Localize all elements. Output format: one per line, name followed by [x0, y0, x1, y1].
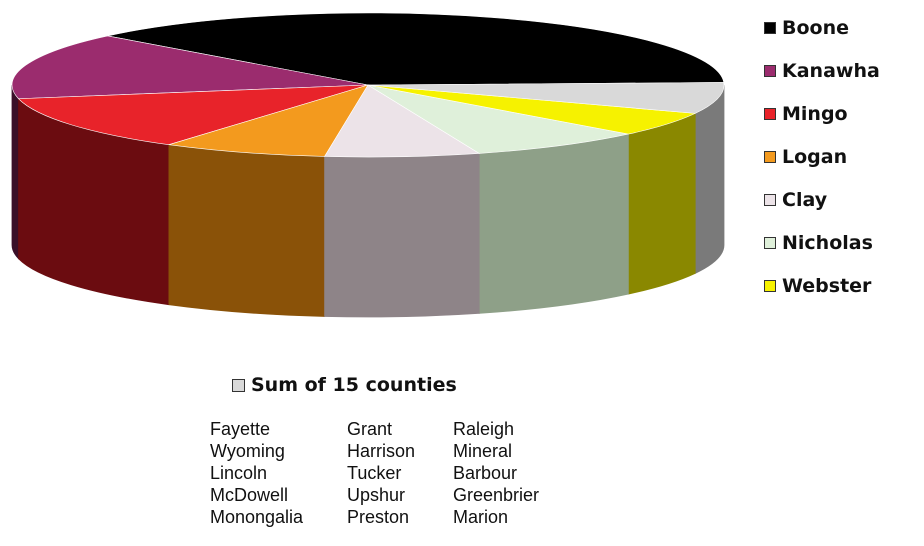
legend-item-clay: Clay	[764, 178, 880, 221]
county-name: Mineral	[453, 441, 513, 461]
pie-side-kanawha	[11, 84, 19, 260]
county-column-3: Raleigh Mineral Barbour Greenbrier Mario…	[453, 418, 539, 528]
legend-swatch-mingo	[764, 107, 776, 120]
legend: Boone Kanawha Mingo Logan Clay Nicholas …	[764, 6, 880, 307]
legend-item-boone: Boone	[764, 6, 880, 49]
county-name: Barbour	[453, 463, 518, 483]
county-name: Preston	[347, 507, 410, 527]
county-name: Wyoming	[210, 441, 285, 461]
legend-swatch-webster	[764, 279, 776, 292]
legend-label: Clay	[782, 188, 828, 211]
sum-legend-label: Sum of 15 counties	[251, 374, 457, 396]
legend-item-webster: Webster	[764, 264, 880, 307]
pie-slice-logan	[168, 84, 369, 157]
legend-label: Kanawha	[782, 59, 880, 82]
legend-label: Boone	[782, 16, 850, 39]
legend-item-logan: Logan	[764, 135, 880, 178]
legend-item-kanawha: Kanawha	[764, 49, 880, 92]
pie-side-clay	[324, 152, 480, 318]
pie-slice-clay	[324, 84, 481, 158]
pie-side-logan	[168, 144, 326, 317]
legend-swatch-kanawha	[764, 64, 776, 77]
pie-side-sum-of-15-counties	[694, 84, 725, 274]
county-name: Raleigh	[453, 419, 515, 439]
county-name: Harrison	[347, 441, 416, 461]
pie-slice-kanawha	[11, 35, 369, 100]
legend-swatch-nicholas	[764, 236, 776, 249]
sum-legend-swatch	[232, 378, 245, 392]
sum-legend-heading: Sum of 15 counties	[232, 374, 457, 396]
pie-slice-mingo	[17, 84, 369, 145]
legend-label: Mingo	[782, 102, 848, 125]
county-column-1: Fayette Wyoming Lincoln McDowell Mononga…	[210, 418, 303, 528]
county-name: Tucker	[347, 463, 402, 483]
pie-side-nicholas	[478, 133, 629, 314]
legend-swatch-clay	[764, 193, 776, 206]
county-name: Marion	[453, 507, 509, 527]
legend-swatch-boone	[764, 21, 776, 34]
county-name: Grant	[347, 419, 393, 439]
county-name: Greenbrier	[453, 485, 540, 505]
pie-slice-boone	[107, 12, 725, 86]
county-name: Fayette	[210, 419, 271, 439]
pie-slice-sum-of-15-counties	[367, 82, 725, 114]
county-name: Upshur	[347, 485, 406, 505]
legend-item-mingo: Mingo	[764, 92, 880, 135]
legend-label: Webster	[782, 274, 872, 297]
county-name: McDowell	[210, 485, 289, 505]
legend-label: Nicholas	[782, 231, 873, 254]
county-column-2: Grant Harrison Tucker Upshur Preston	[347, 418, 415, 528]
legend-label: Logan	[782, 145, 848, 168]
pie-chart	[11, 12, 725, 318]
pie-slice-nicholas	[367, 84, 629, 154]
legend-swatch-logan	[764, 150, 776, 163]
county-name: Monongalia	[210, 507, 304, 527]
legend-item-nicholas: Nicholas	[764, 221, 880, 264]
pie-side-webster	[627, 112, 696, 295]
county-name: Lincoln	[210, 463, 268, 483]
